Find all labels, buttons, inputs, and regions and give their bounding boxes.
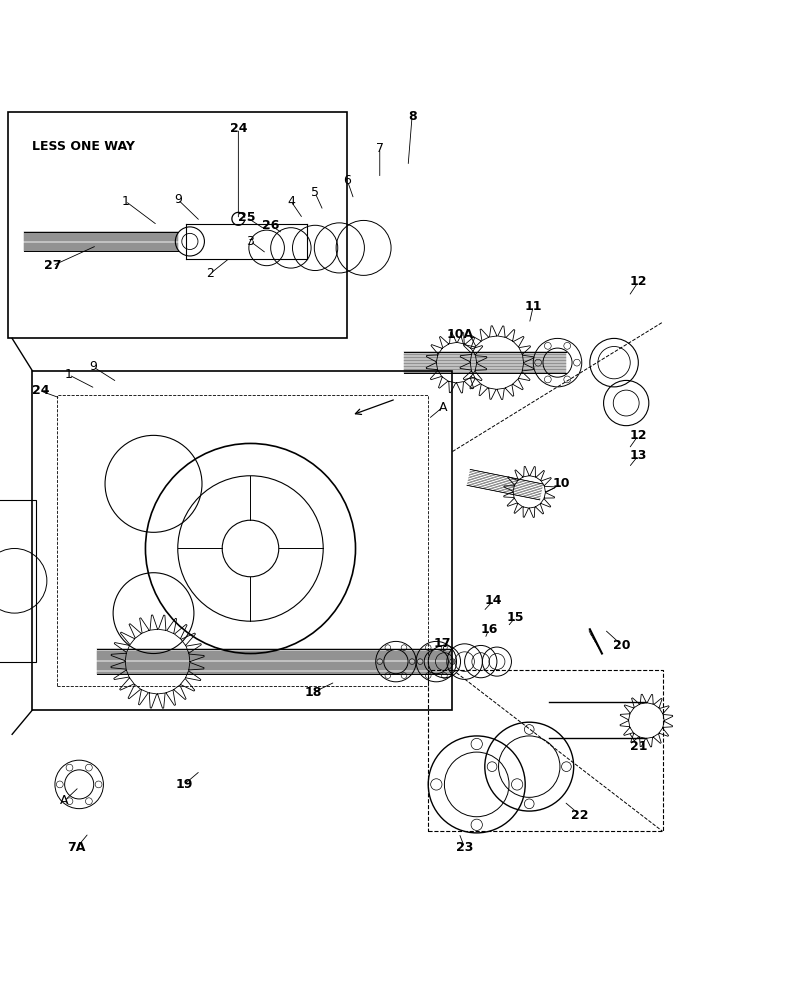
Text: 21: 21 [629, 740, 647, 753]
Text: 2: 2 [206, 267, 214, 280]
Text: 11: 11 [524, 300, 542, 313]
Text: 22: 22 [571, 809, 589, 822]
Text: 15: 15 [507, 611, 524, 624]
Text: 24: 24 [32, 384, 49, 397]
Text: 6: 6 [343, 174, 351, 187]
Bar [32, 371, 452, 710]
Bar [0, 500, 36, 662]
Text: 25: 25 [238, 211, 255, 224]
Text: 7A: 7A [68, 841, 86, 854]
Text: 27: 27 [44, 259, 61, 272]
Text: 24: 24 [229, 122, 247, 135]
Text: 7: 7 [376, 142, 384, 155]
Bar [57, 395, 428, 686]
Text: 10A: 10A [447, 328, 474, 341]
Text: 20: 20 [613, 639, 631, 652]
Text: 12: 12 [629, 275, 647, 288]
Text: 18: 18 [305, 686, 322, 699]
Text: 16: 16 [480, 623, 498, 636]
Text: 13: 13 [629, 449, 647, 462]
Text: 4: 4 [287, 195, 295, 208]
Text: 8: 8 [408, 110, 416, 123]
Text: 10: 10 [553, 477, 570, 490]
Text: 9: 9 [174, 193, 182, 206]
Text: 3: 3 [246, 235, 255, 248]
Text: 1: 1 [65, 368, 73, 381]
Text: 14: 14 [484, 594, 502, 607]
Text: A: A [61, 794, 69, 807]
Text: 19: 19 [175, 778, 193, 791]
Text: 23: 23 [456, 841, 473, 854]
Text: 5: 5 [311, 186, 319, 199]
Text: 17: 17 [434, 637, 452, 650]
Text: 12: 12 [629, 429, 647, 442]
Text: 26: 26 [262, 219, 280, 232]
Text: LESS ONE WAY: LESS ONE WAY [32, 140, 135, 153]
Text: 1: 1 [121, 195, 129, 208]
Text: A: A [439, 401, 447, 414]
Text: 9: 9 [89, 360, 97, 373]
Bar [8, 112, 347, 338]
